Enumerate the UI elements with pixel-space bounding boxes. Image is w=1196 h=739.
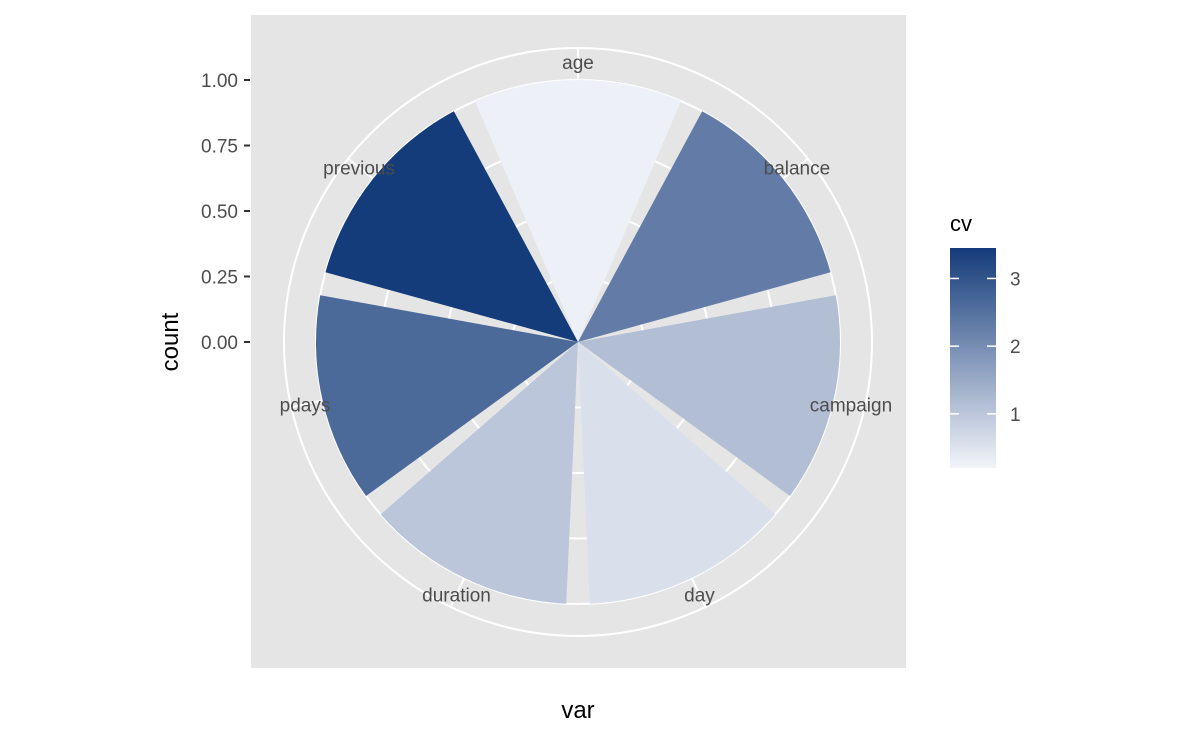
y-tick-label: 0.50 [201, 202, 238, 223]
y-tick-label: 0.75 [201, 137, 238, 158]
category-label-age: age [562, 53, 594, 74]
category-label-pdays: pdays [280, 395, 331, 416]
bar-day [578, 342, 776, 604]
y-axis: 1.00 0.75 0.50 0.25 0.00 [201, 71, 250, 354]
bar-previous [325, 111, 578, 343]
bar-campaign [578, 295, 840, 496]
legend-label: 2 [1010, 337, 1021, 358]
legend: cv 3 2 1 [950, 211, 1021, 468]
y-tick-label: 0.25 [201, 268, 238, 289]
category-labels: age balance campaign day duration pdays previo… [280, 53, 893, 606]
bar-duration [380, 342, 578, 604]
y-tick-label: 1.00 [201, 71, 238, 92]
category-label-previous: previous [323, 158, 395, 179]
bar-age [475, 80, 681, 342]
category-label-day: day [684, 585, 715, 606]
y-tick-label: 0.00 [201, 333, 238, 354]
x-axis-title: var [561, 697, 594, 724]
category-label-balance: balance [764, 158, 831, 179]
bar-pdays [315, 295, 578, 496]
category-label-duration: duration [422, 585, 491, 606]
legend-colorbar [950, 248, 996, 468]
bar-balance [578, 111, 831, 343]
legend-label: 3 [1010, 269, 1021, 290]
y-axis-title: count [157, 312, 184, 371]
category-label-campaign: campaign [810, 395, 892, 416]
legend-title: cv [950, 211, 972, 236]
legend-label: 1 [1010, 405, 1021, 426]
bars [315, 80, 840, 604]
